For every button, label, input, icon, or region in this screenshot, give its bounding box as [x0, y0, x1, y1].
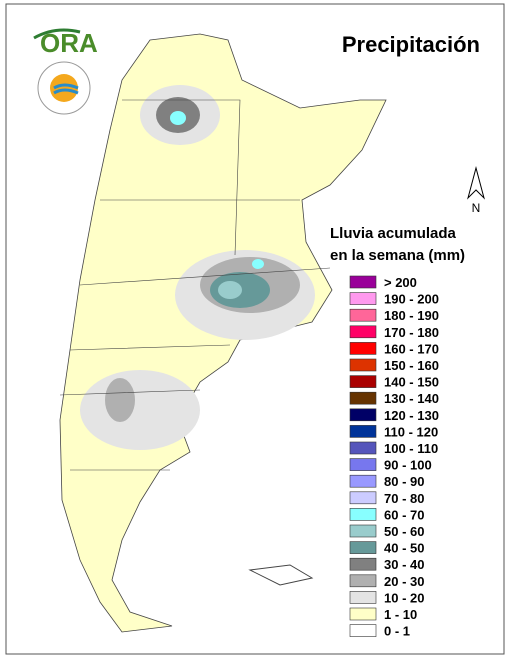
- legend-swatch: [349, 325, 377, 339]
- legend-swatch: [349, 541, 377, 554]
- legend-label: 40 - 50: [384, 541, 424, 556]
- legend-swatch: [349, 591, 377, 604]
- north-label: N: [472, 201, 481, 215]
- legend-label: 150 - 160: [384, 358, 439, 373]
- legend-label: 70 - 80: [384, 491, 424, 506]
- legend-swatch: [349, 408, 377, 422]
- legend-label: > 200: [384, 275, 417, 290]
- legend-swatch: [349, 425, 377, 438]
- legend-swatch: [349, 292, 377, 305]
- legend-swatch: [349, 508, 377, 521]
- legend-swatch: [349, 358, 377, 372]
- legend-swatch: [349, 441, 377, 455]
- legend-swatch: [349, 391, 377, 405]
- legend-label: 90 - 100: [384, 458, 432, 473]
- legend-label: 170 - 180: [384, 325, 439, 340]
- legend-label: 120 - 130: [384, 408, 439, 423]
- legend-label: 1 - 10: [384, 607, 417, 622]
- legend: Lluvia acumulada en la semana (mm) > 200 19…: [330, 225, 465, 639]
- legend-label: 140 - 150: [384, 375, 439, 390]
- legend-title: Lluvia acumulada: [330, 225, 457, 242]
- legend-label: 0 - 1: [384, 624, 410, 639]
- north-arrow: N: [467, 166, 485, 215]
- legend-swatch: [349, 574, 377, 588]
- legend-swatch: [349, 375, 377, 388]
- legend-swatch: [349, 275, 377, 289]
- legend-title: en la semana (mm): [330, 247, 465, 264]
- legend-label: 50 - 60: [384, 524, 424, 539]
- legend-label: 10 - 20: [384, 590, 424, 605]
- legend-swatch: [349, 607, 377, 621]
- legend-swatch: [349, 342, 377, 355]
- legend-label: 160 - 170: [384, 341, 439, 356]
- legend-label: 180 - 190: [384, 308, 439, 323]
- title: Precipitación: [342, 32, 480, 57]
- legend-label: 100 - 110: [384, 441, 438, 456]
- legend-label: 80 - 90: [384, 474, 424, 489]
- legend-swatch: [349, 557, 377, 571]
- logo-text: ORA: [40, 28, 98, 58]
- legend-label: 130 - 140: [384, 391, 439, 406]
- logo: ORA: [33, 28, 98, 115]
- legend-label: 30 - 40: [384, 557, 424, 572]
- legend-swatch: [349, 491, 377, 505]
- legend-label: 110 - 120: [384, 424, 438, 439]
- legend-swatch: [349, 458, 377, 471]
- legend-swatch: [349, 474, 377, 488]
- legend-label: 20 - 30: [384, 574, 424, 589]
- legend-swatch: [349, 624, 377, 637]
- map: [59, 33, 387, 633]
- legend-swatch: [349, 524, 377, 538]
- legend-label: 190 - 200: [384, 292, 439, 307]
- legend-swatch: [349, 308, 377, 322]
- legend-label: 60 - 70: [384, 507, 424, 522]
